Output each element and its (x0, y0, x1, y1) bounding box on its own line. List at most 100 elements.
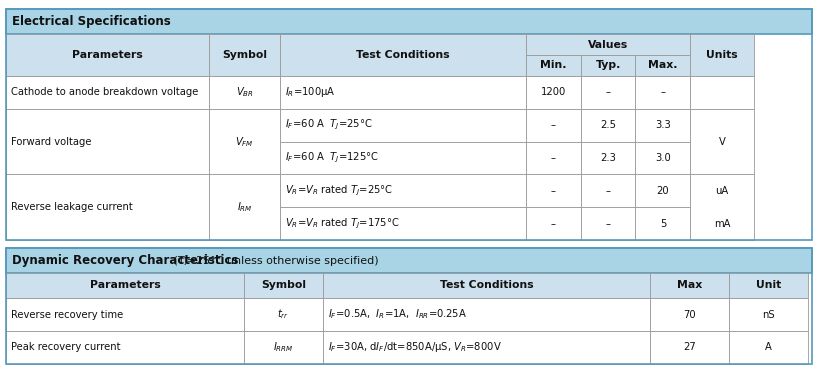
Text: 5: 5 (659, 219, 666, 229)
Bar (690, 109, 754, 174)
Bar (636, 207, 690, 240)
Text: 2.3: 2.3 (600, 153, 616, 163)
Bar (581, 174, 636, 207)
Bar (6, 248, 812, 273)
Text: uA: uA (716, 186, 729, 196)
Text: 3.0: 3.0 (655, 153, 671, 163)
Text: $t_{rr}$: $t_{rr}$ (277, 308, 290, 321)
Bar (6, 174, 209, 240)
Bar (280, 174, 526, 207)
Text: Max.: Max. (648, 61, 677, 71)
Bar (526, 34, 690, 55)
Text: $I_F$=60 A  $T_J$=125°C: $I_F$=60 A $T_J$=125°C (285, 151, 379, 165)
Bar (280, 76, 526, 109)
Bar (729, 298, 808, 331)
Text: Min.: Min. (540, 61, 567, 71)
Bar (690, 34, 754, 76)
Text: Parameters: Parameters (89, 280, 160, 291)
Bar (690, 76, 754, 109)
Bar (323, 298, 650, 331)
Text: nS: nS (762, 310, 775, 320)
Bar (581, 55, 636, 76)
Bar (209, 76, 280, 109)
Bar (6, 273, 244, 298)
Bar (6, 298, 244, 331)
Bar (6, 9, 812, 240)
Text: 2.5: 2.5 (600, 120, 616, 130)
Bar (323, 273, 650, 298)
Bar (526, 142, 581, 174)
Bar (209, 174, 280, 240)
Text: $I_F$=30A, d$I_F$/dt=850A/μS, $V_R$=800V: $I_F$=30A, d$I_F$/dt=850A/μS, $V_R$=800V (328, 340, 501, 355)
Text: $I_F$=0.5A,  $I_R$=1A,  $I_{RR}$=0.25A: $I_F$=0.5A, $I_R$=1A, $I_{RR}$=0.25A (328, 308, 467, 321)
Bar (244, 273, 323, 298)
Bar (6, 109, 209, 174)
Text: 70: 70 (683, 310, 696, 320)
Bar (526, 174, 581, 207)
Bar (636, 76, 690, 109)
Bar (581, 76, 636, 109)
Bar (6, 76, 209, 109)
Text: $V_R$=$V_R$ rated $T_J$=175°C: $V_R$=$V_R$ rated $T_J$=175°C (285, 217, 400, 231)
Text: V: V (719, 137, 726, 147)
Text: 3.3: 3.3 (655, 120, 671, 130)
Bar (636, 55, 690, 76)
Bar (650, 298, 729, 331)
Text: –: – (551, 219, 555, 229)
Bar (526, 207, 581, 240)
Bar (526, 76, 581, 109)
Text: –: – (551, 153, 555, 163)
Bar (244, 298, 323, 331)
Text: 1200: 1200 (541, 87, 566, 97)
Bar (244, 331, 323, 364)
Bar (636, 109, 690, 142)
Text: –: – (605, 219, 610, 229)
Text: Dynamic Recovery Characteristics: Dynamic Recovery Characteristics (12, 254, 239, 267)
Text: $I_F$=60 A  $T_J$=25°C: $I_F$=60 A $T_J$=25°C (285, 118, 373, 132)
Text: $I_R$=100μA: $I_R$=100μA (285, 86, 335, 99)
Bar (280, 207, 526, 240)
Text: A: A (765, 343, 772, 353)
Bar (636, 142, 690, 174)
Text: Units: Units (706, 50, 738, 60)
Text: Peak recovery current: Peak recovery current (11, 343, 120, 353)
Text: –: – (551, 120, 555, 130)
Bar (323, 331, 650, 364)
Bar (6, 248, 812, 364)
Text: Typ.: Typ. (596, 61, 621, 71)
Bar (650, 273, 729, 298)
Bar (526, 109, 581, 142)
Text: –: – (605, 87, 610, 97)
Text: $V_{FM}$: $V_{FM}$ (236, 135, 254, 148)
Bar (690, 174, 754, 240)
Text: –: – (660, 87, 665, 97)
Text: Unit: Unit (756, 280, 781, 291)
Bar (650, 331, 729, 364)
Bar (209, 34, 280, 76)
Bar (636, 174, 690, 207)
Text: Values: Values (588, 39, 628, 49)
Text: Cathode to anode breakdown voltage: Cathode to anode breakdown voltage (11, 87, 199, 97)
Text: Test Conditions: Test Conditions (439, 280, 533, 291)
Bar (581, 142, 636, 174)
Bar (581, 109, 636, 142)
Bar (280, 34, 526, 76)
Bar (526, 55, 581, 76)
Bar (280, 109, 526, 142)
Bar (280, 142, 526, 174)
Bar (209, 109, 280, 174)
Text: 27: 27 (683, 343, 696, 353)
Bar (6, 331, 244, 364)
Text: Reverse leakage current: Reverse leakage current (11, 202, 133, 212)
Text: Symbol: Symbol (222, 50, 267, 60)
Text: Test Conditions: Test Conditions (356, 50, 450, 60)
Bar (729, 331, 808, 364)
Text: –: – (605, 186, 610, 196)
Text: Electrical Specifications: Electrical Specifications (12, 15, 171, 28)
Bar (6, 34, 209, 76)
Text: (Tⱼ=25°C unless otherwise specified): (Tⱼ=25°C unless otherwise specified) (170, 256, 379, 266)
Text: Symbol: Symbol (261, 280, 306, 291)
Bar (729, 273, 808, 298)
Text: Reverse recovery time: Reverse recovery time (11, 310, 124, 320)
Text: $I_{RRM}$: $I_{RRM}$ (273, 341, 294, 355)
